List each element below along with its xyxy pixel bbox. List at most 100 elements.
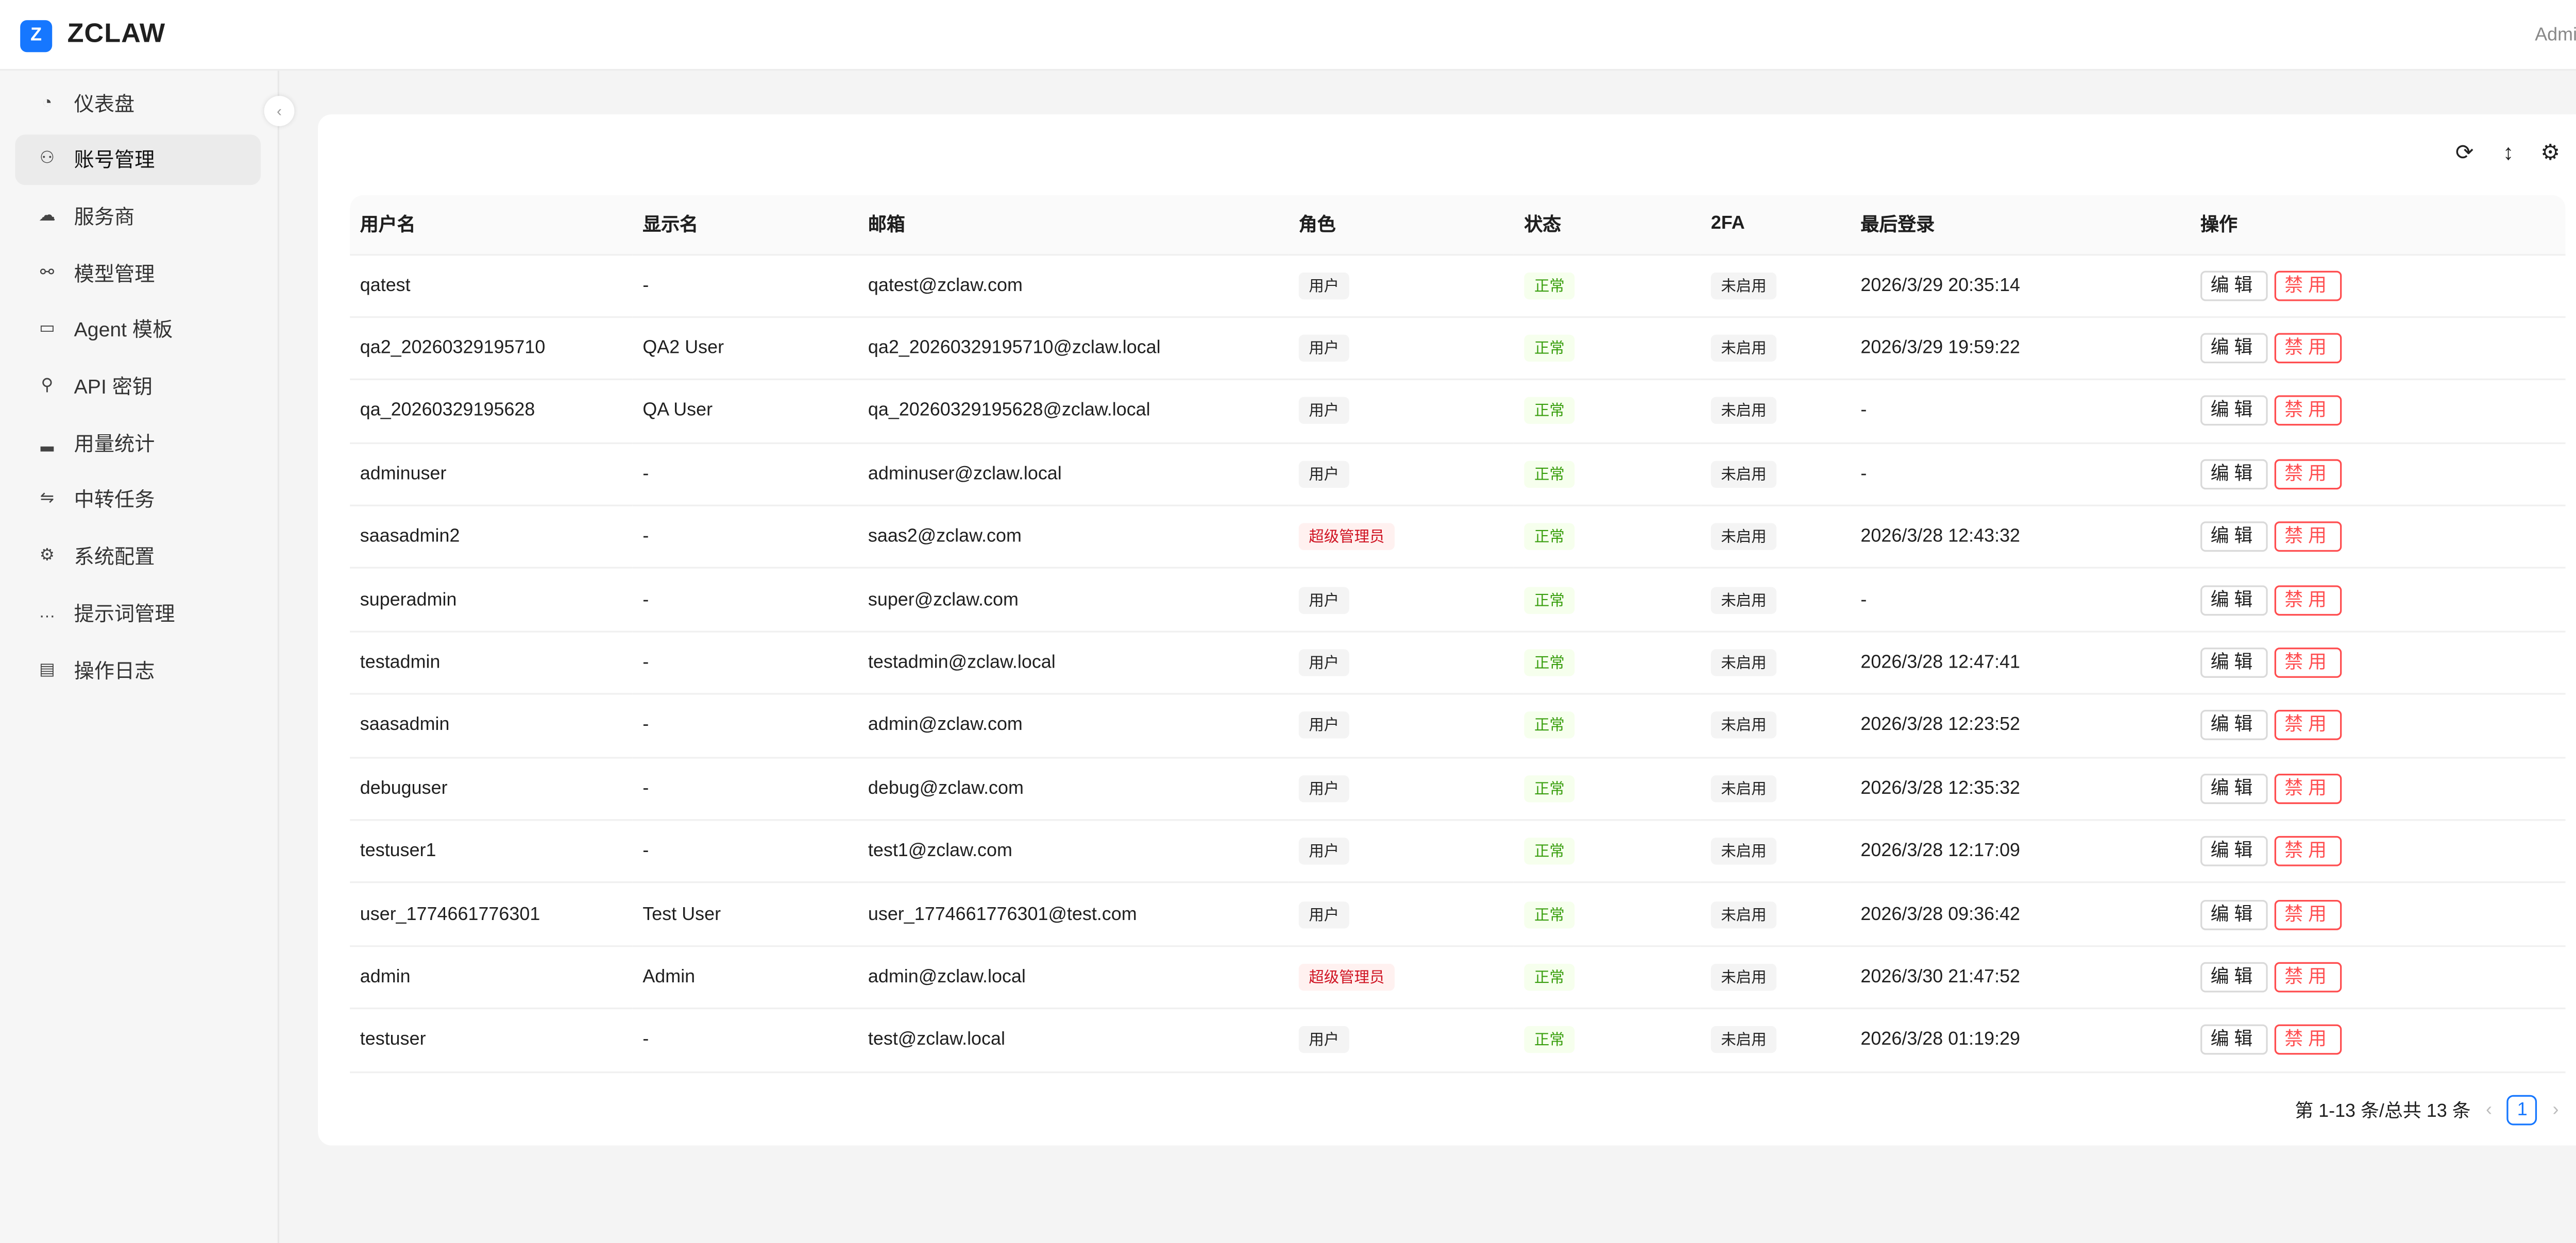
density-icon[interactable]: ↕ [2502,140,2514,165]
username-cell: user_1774661776301 [350,882,633,947]
reload-icon[interactable]: ⟳ [2455,140,2474,165]
display-name-cell: Test User [632,882,858,947]
sidebar-item-label: 系统配置 [74,545,155,569]
sidebar-item-label: API 密钥 [74,375,153,399]
disable-button[interactable]: 禁用 [2274,962,2342,993]
sidebar-item-label: 操作日志 [74,658,155,683]
disable-button[interactable]: 禁用 [2274,396,2342,427]
sidebar-item-8[interactable]: ⚙ 系统配置 [15,531,261,582]
actions-cell: 编辑 禁用 [2190,631,2566,695]
twofa-cell: 未启用 [1701,1009,1851,1072]
status-cell: 正常 [1514,254,1701,318]
edit-button[interactable]: 编辑 [2200,648,2268,678]
actions-cell: 编辑 禁用 [2190,946,2566,1010]
display-name-cell: - [632,254,858,318]
sidebar-item-10[interactable]: ▤ 操作日志 [15,644,261,695]
edit-button[interactable]: 编辑 [2200,333,2268,364]
email-cell: qa2_20260329195710@zclaw.local [858,317,1289,381]
edit-button[interactable]: 编辑 [2200,1025,2268,1055]
edit-button[interactable]: 编辑 [2200,396,2268,427]
disable-button[interactable]: 禁用 [2274,333,2342,364]
collapse-sidebar-button[interactable]: ‹ [264,96,295,126]
status-cell: 正常 [1514,694,1701,758]
sidebar-item-7[interactable]: ⇋ 中转任务 [15,474,261,524]
status-badge: 正常 [1524,523,1575,551]
email-cell: qatest@zclaw.com [858,254,1289,318]
username-cell: testuser1 [350,820,633,884]
username-cell: adminuser [350,442,633,507]
twofa-tag: 未启用 [1710,838,1777,865]
column-header: 2FA [1701,195,1851,255]
table-row: superadmin - super@zclaw.com 用户 正常 未启用 - 编辑 禁用 [350,568,2566,633]
next-page-icon[interactable]: › [2552,1100,2559,1120]
role-tag: 用户 [1298,712,1349,739]
disable-button[interactable]: 禁用 [2274,1025,2342,1055]
edit-button[interactable]: 编辑 [2200,710,2268,741]
sidebar-item-2[interactable]: ☁ 服务商 [15,191,261,241]
disable-button[interactable]: 禁用 [2274,270,2342,301]
users-icon: ⚇ [39,150,55,169]
sidebar-item-5[interactable]: ⚲ API 密钥 [15,361,261,411]
edit-button[interactable]: 编辑 [2200,899,2268,930]
twofa-cell: 未启用 [1701,317,1851,381]
twofa-cell: 未启用 [1701,442,1851,507]
twofa-tag: 未启用 [1710,461,1777,488]
email-cell: debug@zclaw.com [858,757,1289,821]
twofa-cell: 未启用 [1701,946,1851,1010]
last-login-cell: 2026/3/28 12:47:41 [1850,631,2191,695]
disable-button[interactable]: 禁用 [2274,585,2342,615]
sidebar-item-1[interactable]: ⚇ 账号管理 [15,134,261,185]
username-cell: qa2_20260329195710 [350,317,633,381]
sidebar-item-6[interactable]: ▂ 用量统计 [15,417,261,468]
edit-button[interactable]: 编辑 [2200,836,2268,867]
sidebar-item-0[interactable]: ◔ 仪表盘 [15,77,261,128]
last-login-cell: 2026/3/28 12:17:09 [1850,820,2191,884]
status-badge: 正常 [1524,838,1575,865]
last-login-cell: - [1850,442,2191,507]
twofa-cell: 未启用 [1701,505,1851,570]
table-row: qatest - qatest@zclaw.com 用户 正常 未启用 2026/3/29 … [350,254,2566,318]
users-table: 用户名 显示名 邮箱 角色 状态 2FA 最后登录 操作 qatest - qatest@zcla… [350,195,2566,1072]
status-badge: 正常 [1524,461,1575,488]
user-menu[interactable]: Admin [2535,25,2576,46]
edit-button[interactable]: 编辑 [2200,270,2268,301]
column-header: 用户名 [350,195,633,255]
edit-button[interactable]: 编辑 [2200,585,2268,615]
prev-page-icon[interactable]: ‹ [2486,1100,2492,1120]
disable-button[interactable]: 禁用 [2274,458,2342,489]
status-badge: 正常 [1524,775,1575,802]
twofa-tag: 未启用 [1710,712,1777,739]
actions-cell: 编辑 禁用 [2190,882,2566,947]
sidebar-item-9[interactable]: … 提示词管理 [15,588,261,638]
disable-button[interactable]: 禁用 [2274,899,2342,930]
role-tag: 超级管理员 [1298,963,1395,991]
email-cell: testadmin@zclaw.local [858,631,1289,695]
disable-button[interactable]: 禁用 [2274,648,2342,678]
sidebar-item-4[interactable]: ▭ Agent 模板 [15,304,261,354]
edit-button[interactable]: 编辑 [2200,773,2268,804]
twofa-cell: 未启用 [1701,694,1851,758]
table-row: saasadmin - admin@zclaw.com 用户 正常 未启用 2026/3/2… [350,694,2566,758]
disable-button[interactable]: 禁用 [2274,773,2342,804]
edit-button[interactable]: 编辑 [2200,962,2268,993]
edit-button[interactable]: 编辑 [2200,522,2268,552]
page-1-button[interactable]: 1 [2507,1095,2538,1126]
sidebar: ◔ 仪表盘 ⚇ 账号管理 ☁ 服务商 ⚯ 模型管理 ▭ Agent 模板 ⚲ API 密钥 ▂ 用量统计 ⇋… [0,71,280,1243]
disable-button[interactable]: 禁用 [2274,522,2342,552]
twofa-tag: 未启用 [1710,586,1777,614]
settings-icon[interactable]: ⚙ [2540,140,2561,165]
disable-button[interactable]: 禁用 [2274,710,2342,741]
column-header: 操作 [2190,195,2566,255]
display-name-cell: - [632,757,858,821]
column-header: 角色 [1289,195,1514,255]
twofa-tag: 未启用 [1710,335,1777,362]
display-name-cell: - [632,820,858,884]
gear-icon: ⚙ [39,547,55,566]
sidebar-item-label: Agent 模板 [74,318,173,342]
sidebar-item-3[interactable]: ⚯ 模型管理 [15,247,261,298]
sidebar-item-label: 账号管理 [74,148,155,172]
edit-button[interactable]: 编辑 [2200,458,2268,489]
cloud-server-icon: ☁ [39,207,56,226]
username-cell: testadmin [350,631,633,695]
disable-button[interactable]: 禁用 [2274,836,2342,867]
